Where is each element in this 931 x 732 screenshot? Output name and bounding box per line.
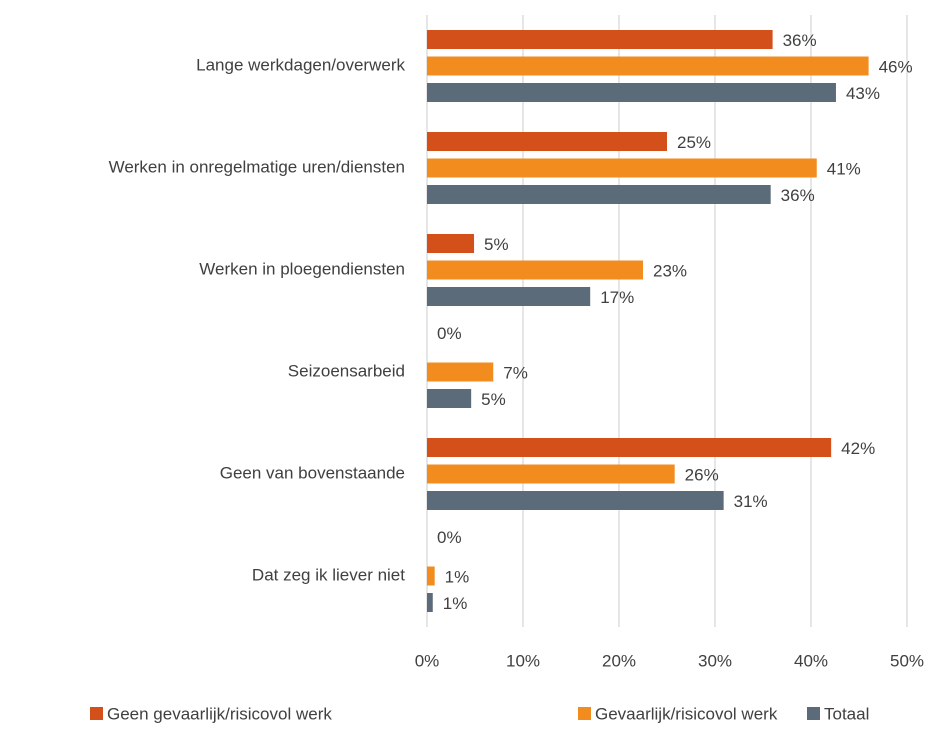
x-tick-label: 30% [698,651,732,670]
legend-swatch [807,707,820,720]
bar [427,56,869,76]
category-label: Werken in ploegendiensten [199,259,405,278]
x-tick-label: 20% [602,651,636,670]
legend-label: Gevaarlijk/risicovol werk [595,704,778,723]
category-label: Geen van bovenstaande [220,463,405,482]
x-tick-label: 50% [890,651,924,670]
bar [427,362,494,382]
bar [427,30,773,49]
value-label: 5% [481,390,506,409]
value-label: 43% [846,84,880,103]
value-label: 1% [445,567,470,586]
bar [427,438,832,457]
value-label: 41% [827,159,861,178]
bar [427,464,675,484]
legend-swatch [578,707,591,720]
bar [427,566,435,586]
x-tick-label: 0% [415,651,440,670]
value-label: 5% [484,235,509,254]
value-label: 31% [734,492,768,511]
bar [427,287,591,306]
value-label: 26% [685,465,719,484]
value-label: 0% [437,324,462,343]
bar [427,234,475,253]
bar [427,132,667,151]
bar [427,491,724,510]
value-label: 46% [879,57,913,76]
value-label: 0% [437,528,462,547]
value-label: 25% [677,133,711,152]
legend-label: Totaal [824,704,869,723]
category-label: Werken in onregelmatige uren/diensten [109,157,405,176]
bar [427,260,643,280]
value-label: 36% [783,31,817,50]
value-label: 1% [443,594,468,613]
bar [427,185,771,204]
legend-swatch [90,707,103,720]
x-tick-label: 40% [794,651,828,670]
category-label: Lange werkdagen/overwerk [196,55,405,74]
value-label: 36% [781,186,815,205]
bar [427,158,817,178]
value-label: 7% [503,363,528,382]
category-label: Seizoensarbeid [288,361,405,380]
bar [427,83,836,102]
legend-label: Geen gevaarlijk/risicovol werk [107,704,332,723]
value-label: 17% [600,288,634,307]
category-label: Dat zeg ik liever niet [252,565,405,584]
bar [427,389,472,408]
bar [427,593,433,612]
value-label: 42% [841,439,875,458]
value-label: 23% [653,261,687,280]
x-tick-label: 10% [506,651,540,670]
